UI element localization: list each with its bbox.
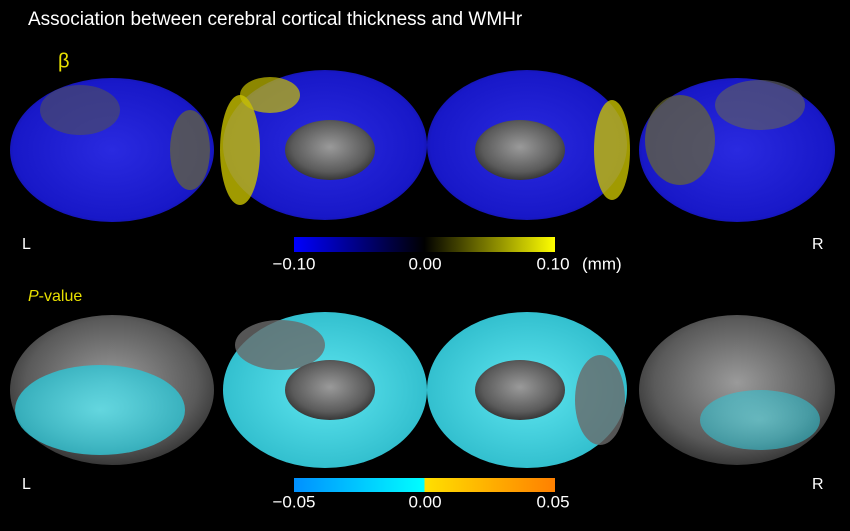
brainstem: [285, 120, 375, 180]
panel-label: P-value: [28, 288, 82, 305]
right-label: R: [812, 236, 824, 253]
sulci: [715, 80, 805, 130]
panel-label-rest: -value: [39, 288, 83, 305]
colorbar: [294, 237, 555, 252]
brain-row-pvalue: [10, 312, 835, 468]
overlay: [240, 77, 300, 113]
colorbar-tick: −0.10: [272, 254, 315, 273]
sulci: [575, 355, 625, 445]
brain-row-beta: [10, 70, 835, 222]
panel-label-italic: P: [28, 288, 39, 305]
left-label: L: [22, 476, 31, 493]
colorbar-tick: 0.00: [408, 492, 441, 511]
colorbar-unit: (mm): [582, 254, 622, 273]
brainstem: [475, 360, 565, 420]
overlay: [700, 390, 820, 450]
left-label: L: [22, 236, 31, 253]
title: Association between cerebral cortical th…: [28, 9, 523, 30]
colorbar-tick: 0.00: [408, 254, 441, 273]
colorbar-tick: 0.10: [536, 254, 569, 273]
brainstem: [285, 360, 375, 420]
sulci: [40, 85, 120, 135]
colorbar-tick: 0.05: [536, 492, 569, 511]
overlay: [170, 110, 210, 190]
panel-label: β: [58, 50, 70, 72]
right-label: R: [812, 476, 824, 493]
overlay: [15, 365, 185, 455]
overlay: [594, 100, 630, 200]
colorbar-tick: −0.05: [272, 492, 315, 511]
overlay: [645, 95, 715, 185]
sulci: [235, 320, 325, 370]
overlay: [220, 95, 260, 205]
colorbar: [294, 478, 555, 492]
brainstem: [475, 120, 565, 180]
